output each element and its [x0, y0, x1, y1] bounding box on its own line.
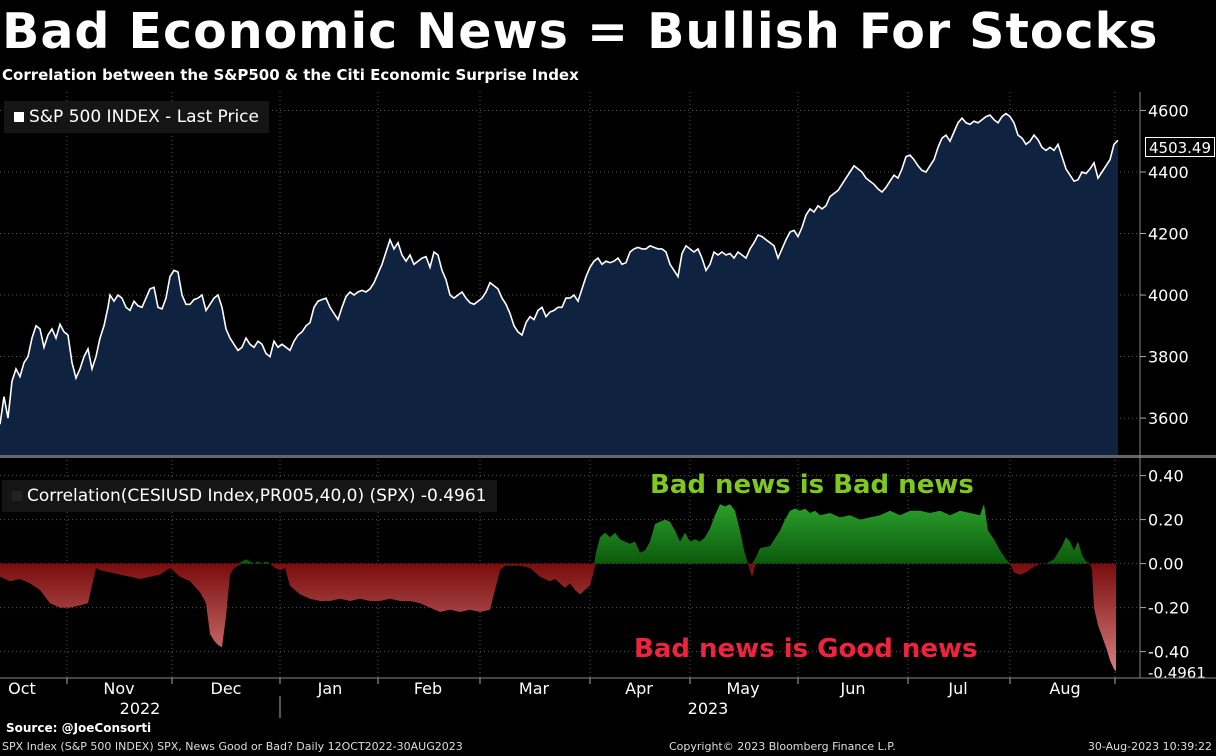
x-tick-label: Feb [414, 679, 442, 698]
x-tick-label: Nov [103, 679, 134, 698]
x-tick-label: Jan [317, 679, 343, 698]
y-tick-label: 3600 [1148, 409, 1189, 428]
correlation-legend-swatch [12, 491, 22, 501]
page-subtitle: Correlation between the S&P500 & the Cit… [2, 66, 579, 84]
correlation-negative-area [0, 563, 1116, 672]
x-tick-label: Jul [947, 679, 967, 698]
y-tick-label: 4600 [1148, 101, 1189, 120]
footer-copyright: Copyright© 2023 Bloomberg Finance L.P. [669, 740, 896, 753]
price-area [0, 113, 1118, 455]
x-tick-label: Aug [1049, 679, 1080, 698]
annotation-bad-news-bad: Bad news is Bad news [650, 470, 974, 500]
year-label: 2023 [688, 699, 729, 718]
footer-description: SPX Index (S&P 500 INDEX) SPX, News Good… [2, 740, 463, 753]
footer-timestamp: 30-Aug-2023 10:39:22 [1087, 740, 1212, 753]
correlation-last-value: -0.4961 [1148, 664, 1206, 682]
price-legend: S&P 500 INDEX - Last Price [4, 101, 269, 133]
y-tick-label: -0.40 [1148, 643, 1189, 662]
y-tick-label: -0.20 [1148, 599, 1189, 618]
price-legend-label: S&P 500 INDEX - Last Price [29, 107, 259, 127]
x-tick-label: Jun [840, 679, 866, 698]
y-tick-label: 0.00 [1148, 555, 1184, 574]
price-line [0, 112, 1119, 425]
y-tick-label: 0.40 [1148, 467, 1184, 486]
page-title: Bad Economic News = Bullish For Stocks [2, 3, 1159, 60]
correlation-legend: Correlation(CESIUSD Index,PR005,40,0) (S… [2, 480, 497, 512]
y-tick-label: 0.20 [1148, 511, 1184, 530]
x-tick-label: Dec [211, 679, 242, 698]
year-label: 2022 [120, 699, 161, 718]
correlation-legend-label: Correlation(CESIUSD Index,PR005,40,0) (S… [27, 486, 487, 506]
source-credit: Source: @JoeConsorti [6, 721, 152, 735]
last-price-tag: 4503.49 [1145, 137, 1215, 157]
x-tick-label: Apr [625, 679, 653, 698]
price-legend-swatch [14, 112, 24, 122]
x-tick-label: May [726, 679, 759, 698]
y-tick-label: 3800 [1148, 348, 1189, 367]
x-tick-label: Mar [519, 679, 550, 698]
y-tick-label: 4400 [1148, 163, 1189, 182]
y-tick-label: 4000 [1148, 286, 1189, 305]
correlation-positive-area [0, 504, 1116, 564]
x-tick-label: Oct [8, 679, 36, 698]
y-tick-label: 4200 [1148, 225, 1189, 244]
annotation-bad-news-good: Bad news is Good news [634, 634, 978, 664]
